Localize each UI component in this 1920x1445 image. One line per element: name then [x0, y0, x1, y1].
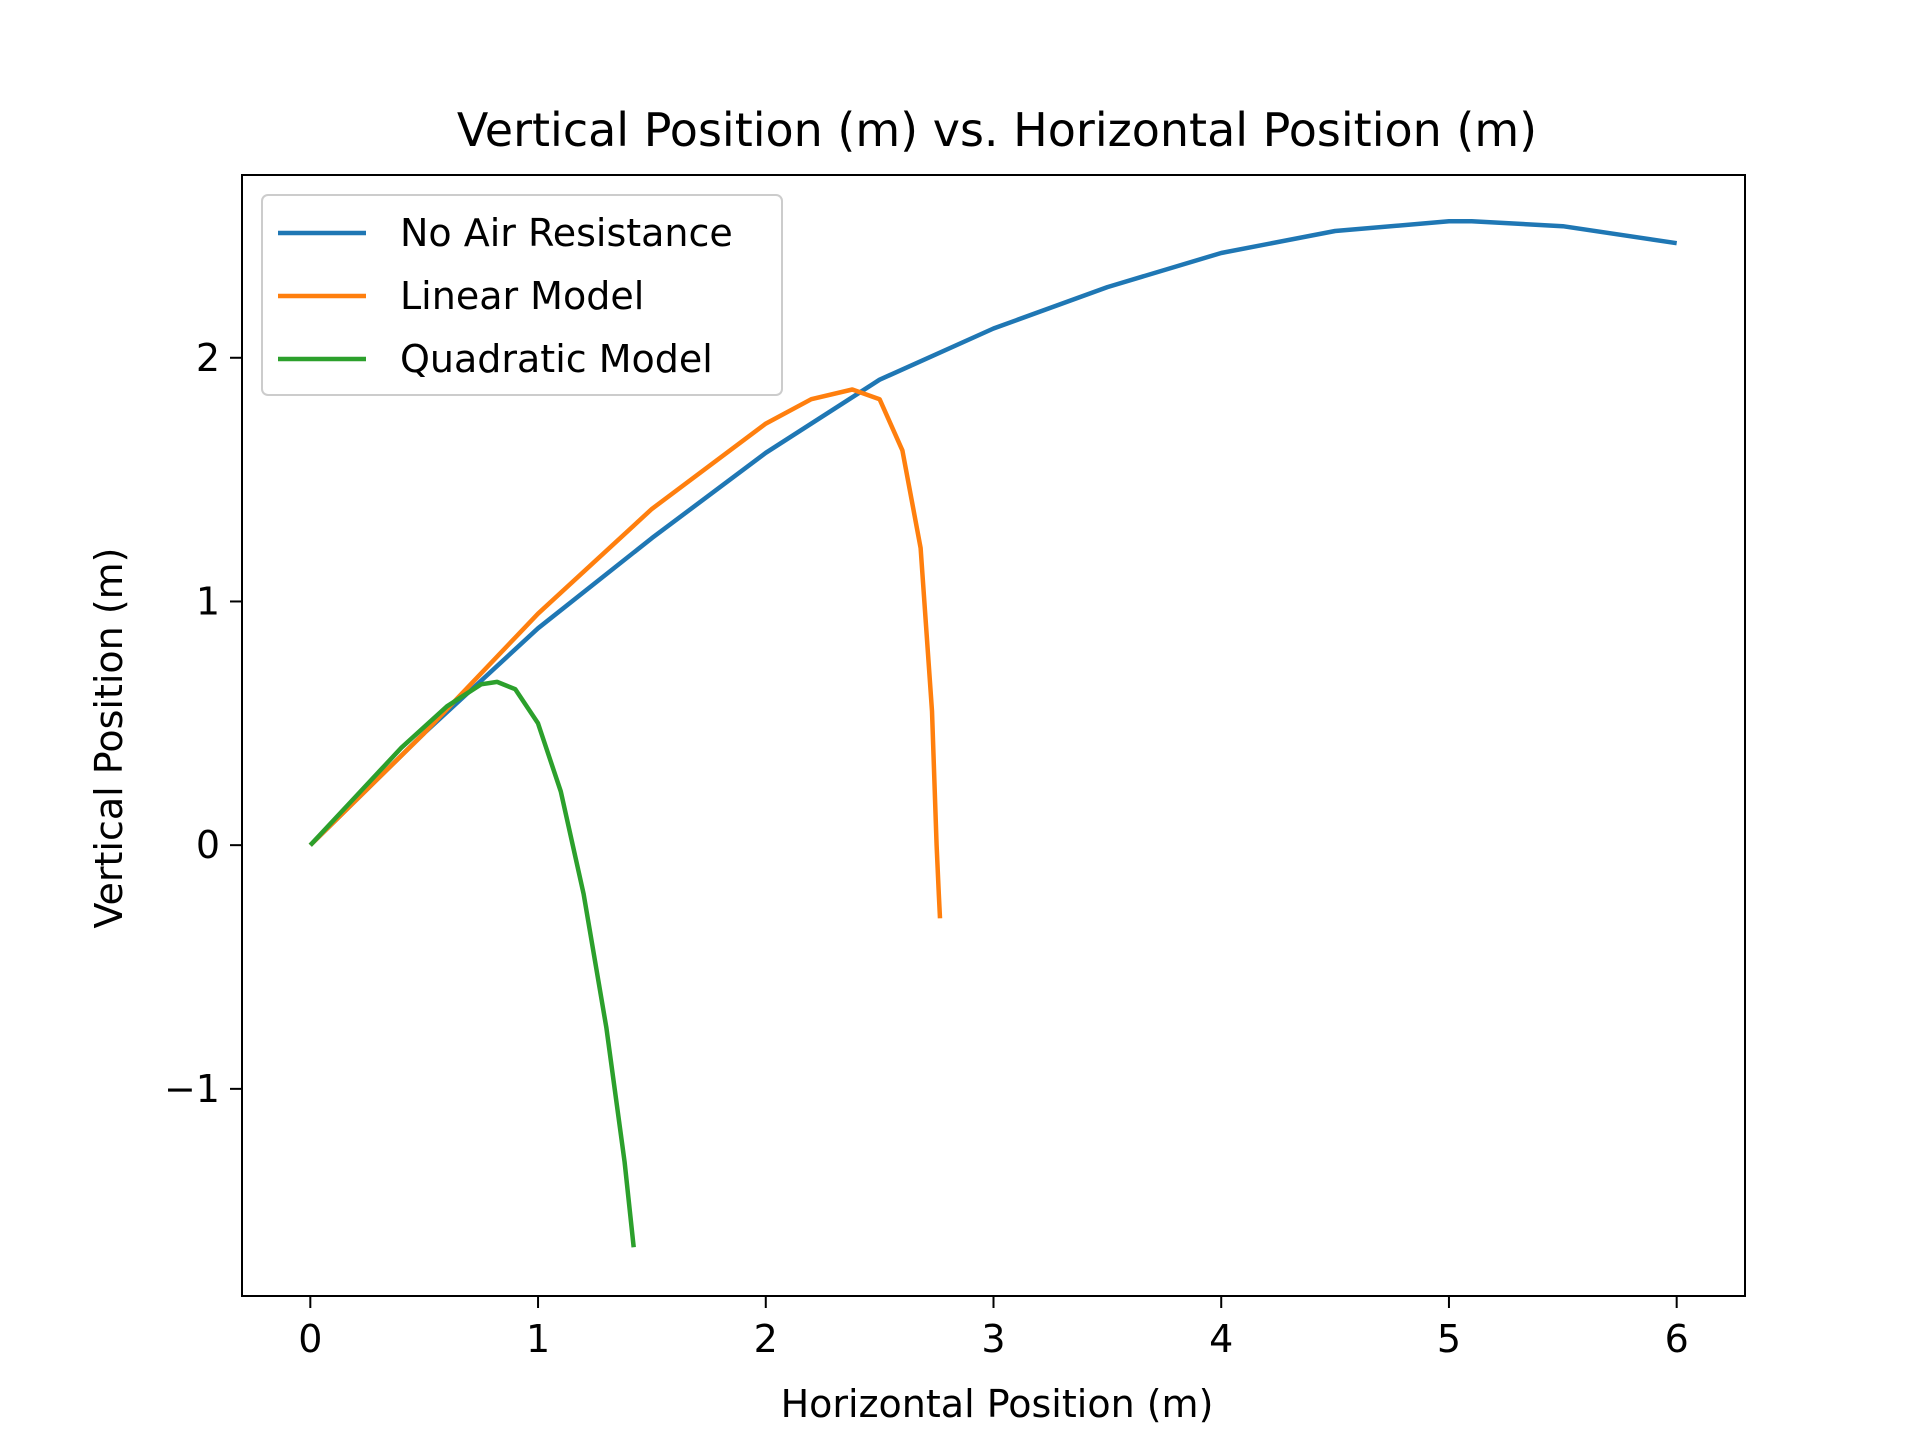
- x-tick-label: 3: [981, 1317, 1005, 1361]
- y-tick-label: 0: [196, 823, 220, 867]
- x-tick-label: 5: [1437, 1317, 1461, 1361]
- y-tick-label: −1: [164, 1067, 220, 1111]
- y-axis-ticks: −1 0 1 2: [164, 336, 242, 1111]
- x-tick-label: 4: [1209, 1317, 1233, 1361]
- y-tick-label: 1: [196, 579, 220, 623]
- y-tick-label: 2: [196, 336, 220, 380]
- x-tick-label: 1: [526, 1317, 550, 1361]
- x-tick-label: 2: [754, 1317, 778, 1361]
- series-line-no-air-resistance: [308, 219, 1678, 847]
- x-tick-label: 0: [298, 1317, 322, 1361]
- y-axis-label: Vertical Position (m): [87, 547, 131, 928]
- x-axis-label: Horizontal Position (m): [781, 1382, 1214, 1426]
- chart-title: Vertical Position (m) vs. Horizontal Pos…: [457, 103, 1537, 157]
- legend-label-linear-model: Linear Model: [400, 274, 644, 318]
- legend-label-no-air-resistance: No Air Resistance: [400, 211, 733, 255]
- x-axis-ticks: 0 1 2 3 4 5 6: [298, 1296, 1689, 1361]
- series-line-linear-model: [308, 387, 943, 919]
- legend: No Air Resistance Linear Model Quadratic M…: [261, 194, 783, 396]
- legend-box: [261, 194, 783, 396]
- x-tick-label: 6: [1665, 1317, 1689, 1361]
- legend-label-quadratic-model: Quadratic Model: [400, 337, 713, 381]
- series-layer: [308, 219, 1678, 1248]
- series-line-quadratic-model: [308, 679, 636, 1248]
